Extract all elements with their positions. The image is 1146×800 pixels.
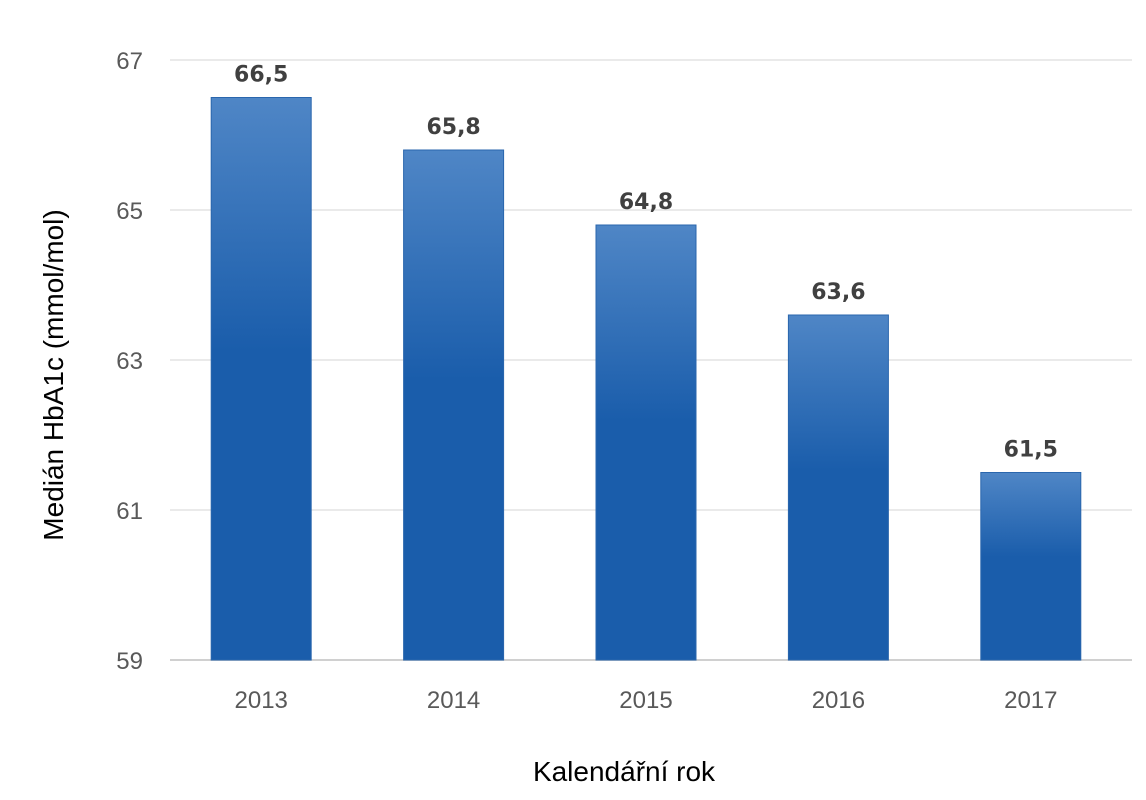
x-tick-label-2016: 2016: [812, 687, 865, 714]
x-tick-label-2013: 2013: [235, 687, 288, 714]
data-label-2013: 66,5: [234, 63, 288, 88]
y-axis-ticks: 59 61 63 65 67: [116, 48, 143, 675]
data-label-2015: 64,8: [619, 190, 673, 215]
x-tick-label-2014: 2014: [427, 687, 480, 714]
x-axis-title: Kalendářní rok: [533, 756, 716, 787]
y-tick-label: 65: [116, 198, 143, 225]
bars: [210, 97, 1082, 661]
y-tick-label: 67: [116, 48, 143, 75]
bar-2013: [210, 97, 312, 661]
data-label-2014: 65,8: [426, 115, 480, 140]
y-tick-label: 61: [116, 498, 143, 525]
bar-2016: [787, 314, 889, 661]
bar-2014: [403, 149, 505, 661]
y-tick-label: 59: [116, 648, 143, 675]
y-axis-title: Medián HbA1c (mmol/mol): [38, 209, 69, 540]
y-tick-label: 63: [116, 348, 143, 375]
data-label-2017: 61,5: [1004, 438, 1058, 463]
data-labels: 66,5 65,8 64,8 63,6 61,5: [234, 63, 1058, 463]
data-label-2016: 63,6: [811, 280, 865, 305]
x-tick-label-2015: 2015: [619, 687, 672, 714]
bar-2017: [980, 472, 1082, 661]
bar-2015: [595, 224, 697, 661]
x-axis-ticks: 2013 2014 2015 2016 2017: [235, 687, 1058, 714]
x-tick-label-2017: 2017: [1004, 687, 1057, 714]
